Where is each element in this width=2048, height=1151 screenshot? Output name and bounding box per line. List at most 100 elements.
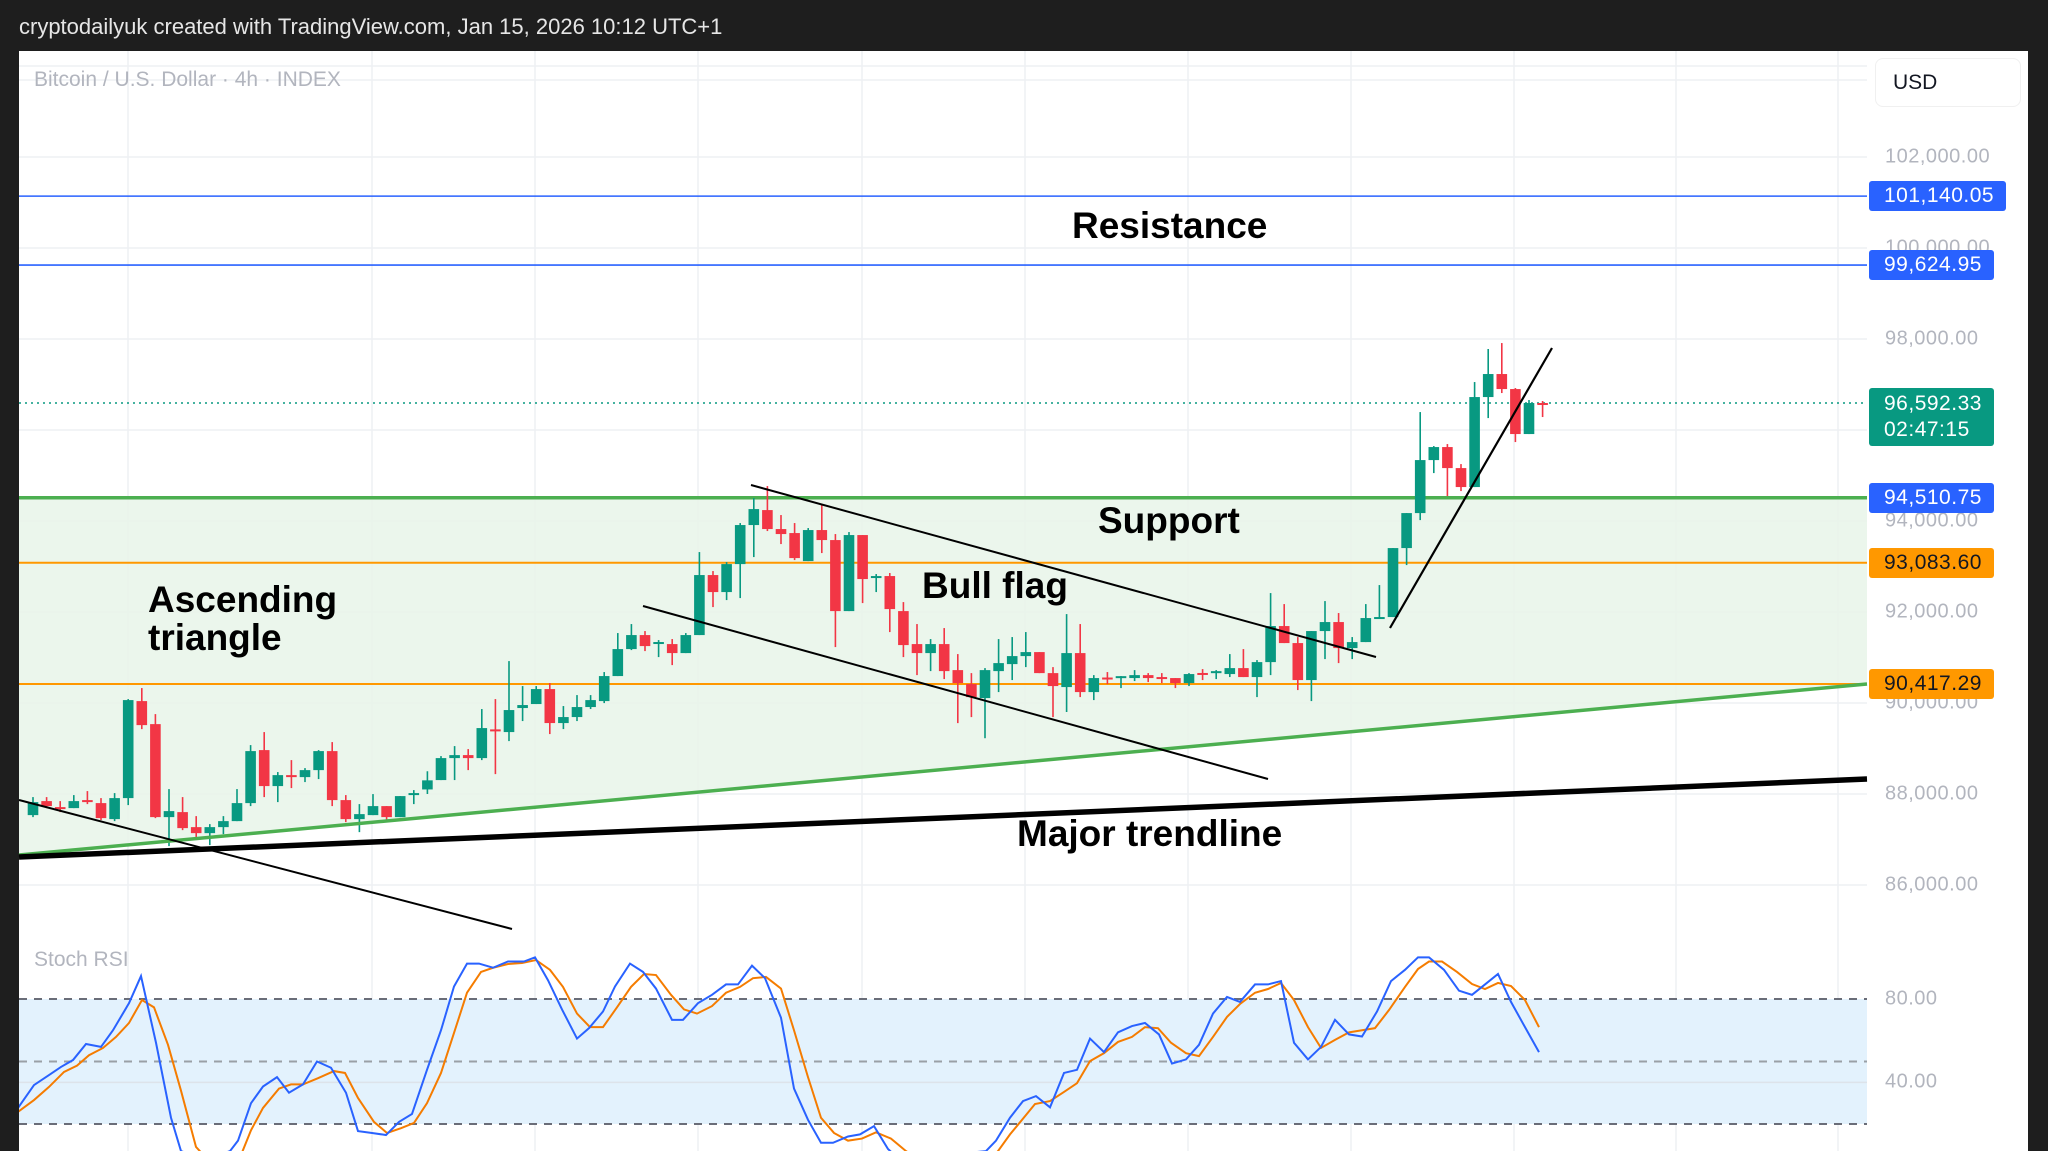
candle-up[interactable] [1183, 674, 1195, 684]
candle-up[interactable] [721, 564, 732, 593]
candle-down[interactable] [177, 812, 188, 829]
candle-up[interactable] [435, 758, 447, 781]
candle-up[interactable] [1319, 622, 1331, 632]
candle-up[interactable] [1469, 397, 1480, 488]
candle-up[interactable] [598, 676, 610, 702]
candle-down[interactable] [340, 800, 352, 820]
candle-up[interactable] [530, 689, 542, 705]
candle-down[interactable] [136, 701, 148, 726]
candle-up[interactable] [109, 798, 120, 820]
candle-down[interactable] [286, 775, 297, 778]
candle-up[interactable] [734, 525, 746, 565]
candle-down[interactable] [775, 529, 787, 535]
candle-down[interactable] [1292, 643, 1304, 681]
candle-down[interactable] [82, 800, 93, 803]
candle-down[interactable] [707, 575, 719, 593]
candle-down[interactable] [938, 644, 950, 672]
candle-down[interactable] [830, 540, 841, 612]
candle-up[interactable] [1061, 653, 1072, 688]
candle-down[interactable] [952, 670, 964, 684]
candle-up[interactable] [218, 821, 229, 828]
candle-down[interactable] [150, 724, 161, 818]
candle-up[interactable] [694, 575, 705, 636]
candle-down[interactable] [1142, 675, 1154, 679]
candle-up[interactable] [1401, 513, 1412, 549]
candle-down[interactable] [95, 803, 107, 819]
candle-up[interactable] [1482, 374, 1494, 398]
candle-down[interactable] [1197, 672, 1208, 675]
candle-down[interactable] [966, 684, 977, 698]
candle-down[interactable] [41, 801, 52, 807]
candle-down[interactable] [54, 807, 66, 810]
candle-up[interactable] [1306, 631, 1317, 681]
candle-up[interactable] [122, 700, 134, 799]
candle-down[interactable] [911, 644, 923, 654]
candle-down[interactable] [1156, 677, 1168, 680]
candle-down[interactable] [381, 806, 392, 818]
candle-up[interactable] [503, 710, 515, 733]
candle-down[interactable] [898, 611, 909, 646]
candle-up[interactable] [1523, 403, 1535, 435]
candle-up[interactable] [626, 635, 637, 650]
candle-down[interactable] [1047, 673, 1059, 687]
candle-up[interactable] [517, 705, 528, 709]
candle-down[interactable] [1034, 652, 1045, 674]
candle-up[interactable] [843, 535, 855, 612]
candle-up[interactable] [394, 796, 406, 818]
candle-down[interactable] [1537, 403, 1548, 406]
candle-up[interactable] [476, 728, 488, 759]
candle-down[interactable] [544, 689, 556, 724]
candle-down[interactable] [666, 644, 678, 654]
candle-down[interactable] [1455, 468, 1467, 488]
candle-down[interactable] [1170, 678, 1181, 684]
candle-up[interactable] [1251, 662, 1263, 678]
candle-up[interactable] [245, 751, 256, 804]
candle-up[interactable] [558, 717, 569, 724]
candle-down[interactable] [884, 576, 896, 610]
candle-down[interactable] [639, 635, 651, 647]
candle-down[interactable] [857, 535, 868, 580]
candle-up[interactable] [680, 635, 692, 654]
candle-up[interactable] [354, 814, 365, 820]
candle-down[interactable] [816, 530, 828, 541]
candle-up[interactable] [272, 775, 284, 787]
candle-up[interactable] [802, 530, 814, 562]
candle-down[interactable] [1238, 668, 1249, 678]
candle-up[interactable] [1360, 618, 1372, 643]
candle-up[interactable] [1115, 676, 1127, 679]
candle-up[interactable] [1224, 668, 1236, 675]
candle-down[interactable] [326, 751, 338, 801]
candle-up[interactable] [408, 793, 420, 796]
candle-down[interactable] [1442, 447, 1453, 469]
candle-up[interactable] [1414, 460, 1426, 514]
candle-down[interactable] [258, 750, 270, 787]
candle-up[interactable] [925, 644, 936, 654]
candle-down[interactable] [1278, 626, 1290, 644]
candle-down[interactable] [490, 729, 501, 732]
candle-down[interactable] [789, 533, 800, 559]
candle-up[interactable] [163, 811, 175, 818]
candle-down[interactable] [762, 510, 773, 530]
candle-up[interactable] [1210, 671, 1222, 674]
currency-selector[interactable]: USD [1875, 58, 2021, 107]
candle-up[interactable] [367, 806, 379, 816]
candle-up[interactable] [653, 642, 664, 645]
candle-up[interactable] [1265, 626, 1276, 663]
candle-up[interactable] [1346, 642, 1358, 649]
candle-up[interactable] [1374, 617, 1385, 620]
candle-up[interactable] [1020, 652, 1032, 657]
candle-up[interactable] [993, 663, 1004, 672]
candle-up[interactable] [571, 707, 583, 718]
candle-down[interactable] [190, 827, 202, 834]
candle-down[interactable] [1074, 653, 1086, 693]
candle-up[interactable] [1428, 447, 1440, 461]
candle-up[interactable] [748, 509, 760, 526]
candle-down[interactable] [462, 755, 474, 759]
candle-down[interactable] [1102, 677, 1113, 680]
candle-up[interactable] [422, 780, 433, 790]
candle-up[interactable] [979, 670, 991, 699]
candle-up[interactable] [1129, 675, 1140, 679]
candle-up[interactable] [68, 801, 80, 809]
candle-up[interactable] [1387, 548, 1399, 618]
